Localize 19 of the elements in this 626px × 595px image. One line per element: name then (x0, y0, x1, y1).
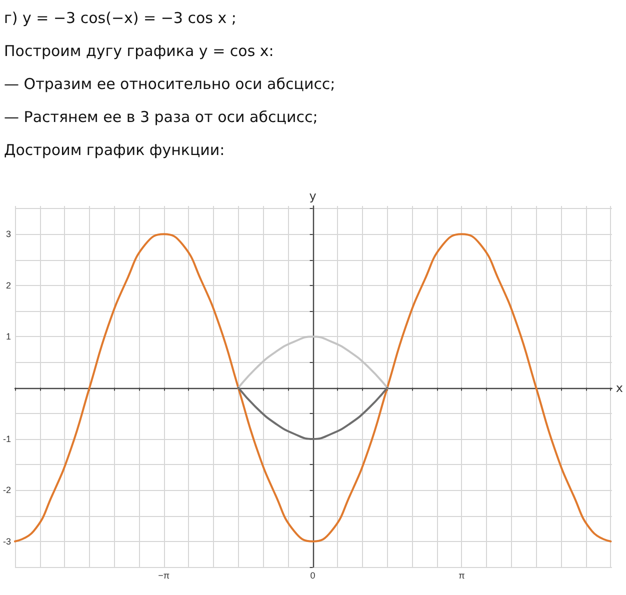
y-axis-title: y (309, 189, 316, 203)
text: Построим дугу графика y = cos x: (4, 41, 275, 62)
text: — Отразим ее относительно оси абсцисс; (4, 74, 336, 95)
text: Достроим график функции: (4, 140, 226, 161)
line-series (237, 336, 388, 389)
x-axis-title: x (616, 380, 624, 395)
x-tick-label: −π (158, 570, 170, 580)
line-series (14, 233, 612, 542)
x-tick-label: 0 (310, 570, 316, 580)
text: — Растянем ее в 3 раза от оси абсцисс; (4, 107, 319, 128)
y-tick-label: 2 (6, 280, 11, 290)
y-tick-label: 3 (6, 229, 11, 240)
y-tick-label: 1 (6, 332, 11, 342)
line-series (237, 386, 388, 440)
y-tick-label: -1 (2, 434, 11, 444)
y-tick-label: -3 (2, 536, 11, 546)
y-tick-label: -2 (2, 485, 11, 496)
chart-title: г) y = −3 cos(−x) = −3 cos x ; (4, 8, 238, 29)
x-tick-label: π (458, 570, 465, 580)
